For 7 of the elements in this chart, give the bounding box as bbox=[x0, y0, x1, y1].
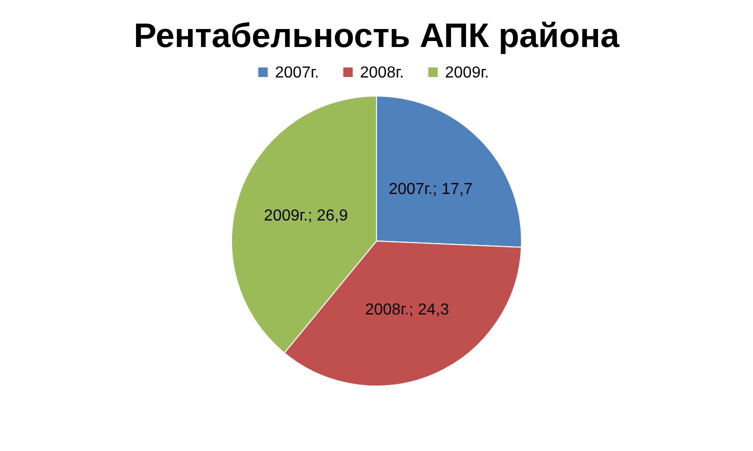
data-label: 2009г.; 26,9 bbox=[264, 208, 348, 225]
legend-label: 2008г. bbox=[360, 64, 404, 82]
legend-label: 2009г. bbox=[445, 64, 489, 82]
data-label: 2008г.; 24,3 bbox=[365, 301, 450, 318]
legend-label: 2007г. bbox=[275, 64, 319, 82]
chart-title: Рентабельность АПК района bbox=[134, 17, 620, 55]
data-label: 2007г.; 17,7 bbox=[388, 181, 473, 198]
